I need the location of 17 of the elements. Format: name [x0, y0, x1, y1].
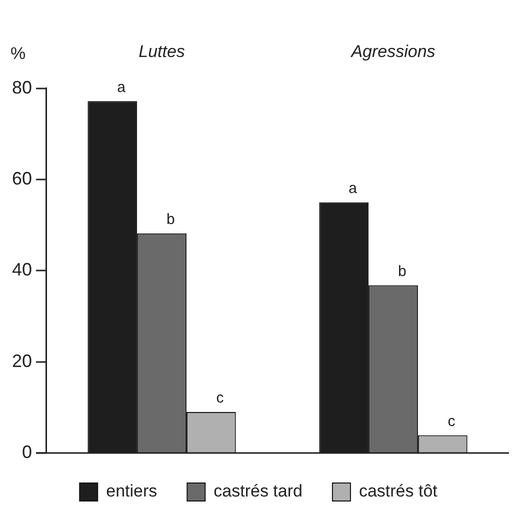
y-tick-label: 20	[12, 350, 32, 371]
x-tick-label: Luttes	[138, 42, 186, 61]
legend-label: entiers	[106, 482, 158, 501]
data-label: b	[398, 262, 406, 280]
y-tick-label: 40	[12, 260, 32, 280]
y-tick-label: 80	[12, 77, 32, 98]
x-tick-label: Agressions	[350, 42, 436, 61]
data-label: c	[448, 412, 456, 430]
legend-label: castrés tard	[214, 482, 302, 501]
data-label: a	[348, 180, 358, 197]
data-label: b	[166, 210, 175, 228]
data-label: a	[117, 78, 126, 96]
y-tick-label: 0	[22, 442, 32, 462]
legend-label: castrés tôt	[358, 482, 438, 501]
y-tick-label: 60	[12, 168, 32, 189]
data-label: c	[216, 390, 224, 407]
y-axis-title: %	[10, 44, 26, 64]
